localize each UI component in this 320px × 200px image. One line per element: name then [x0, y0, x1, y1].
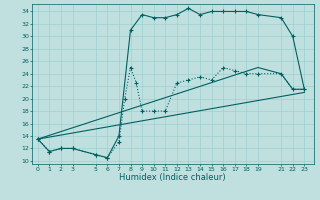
X-axis label: Humidex (Indice chaleur): Humidex (Indice chaleur)	[119, 173, 226, 182]
